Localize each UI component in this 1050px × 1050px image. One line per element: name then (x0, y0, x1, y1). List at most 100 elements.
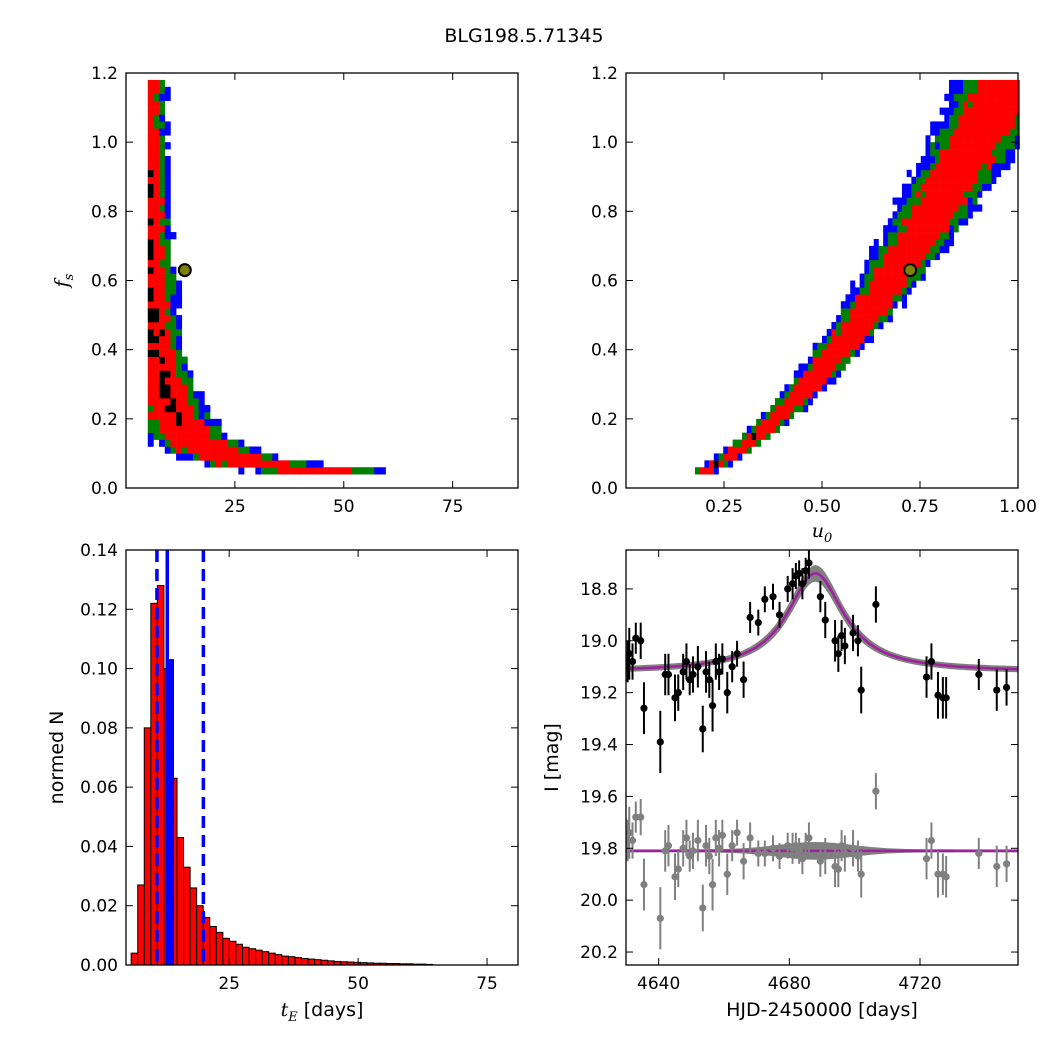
heatmap-cell (981, 86, 987, 95)
heatmap-cell (147, 135, 154, 143)
heatmap-cell (831, 370, 837, 378)
heatmap-cell (845, 315, 851, 323)
data-point (728, 842, 736, 850)
histogram-bar (320, 959, 329, 966)
heatmap-cell (934, 156, 940, 164)
heatmap-cell (892, 245, 898, 254)
heatmap-cell (1010, 128, 1016, 136)
heatmap-cell (718, 453, 724, 461)
heatmap-cell (153, 86, 160, 95)
heatmap-cell (159, 204, 166, 212)
heatmap-cell (147, 204, 154, 212)
heatmap-cell (238, 460, 245, 468)
heatmap-cell (944, 190, 950, 198)
heatmap-cell (916, 176, 922, 184)
heatmap-cell (159, 287, 166, 295)
heatmap-cell (920, 176, 926, 184)
heatmap-cell (887, 308, 893, 316)
heatmap-cell (181, 453, 188, 461)
heatmap-cell (930, 252, 936, 261)
heatmap-cell (944, 142, 950, 150)
heatmap-cell (170, 273, 177, 281)
heatmap-cell (803, 377, 809, 385)
heatmap-cell (934, 204, 940, 212)
heatmap-cell (953, 156, 959, 164)
heatmap-cell (723, 453, 729, 461)
heatmap-cell (1000, 93, 1006, 101)
heatmap-cell (836, 349, 842, 357)
heatmap-cell (901, 225, 907, 233)
heatmap-cell (930, 176, 936, 184)
heatmap-cell (934, 128, 940, 136)
heatmap-cell (953, 162, 959, 171)
heatmap-cell (153, 135, 160, 143)
heatmap-cell (869, 273, 875, 281)
heatmap-cell (878, 315, 884, 323)
heatmap-cell (850, 294, 856, 302)
heatmap-cell (878, 252, 884, 261)
heatmap-cell (977, 86, 983, 95)
heatmap-cell (972, 190, 978, 198)
heatmap-cell (981, 176, 987, 184)
heatmap-cell (147, 377, 154, 385)
heatmap-cell (1000, 86, 1006, 95)
heatmap-cell (963, 149, 969, 157)
heatmap-cell (949, 162, 955, 171)
heatmap-cell (981, 162, 987, 171)
heatmap-cell (986, 162, 992, 171)
heatmap-cell (949, 107, 955, 115)
heatmap-cell (249, 453, 256, 461)
heatmap-cell (153, 93, 160, 101)
heatmap-cell (1000, 162, 1006, 171)
heatmap-cell (147, 211, 154, 219)
heatmap-cell (986, 176, 992, 184)
heatmap-cell (153, 176, 160, 184)
heatmap-cell (153, 183, 160, 191)
heatmap-cell (958, 211, 964, 219)
heatmap-cell (831, 349, 837, 357)
histogram-bar (156, 585, 165, 966)
heatmap-cell (742, 446, 748, 454)
heatmap-cell (774, 405, 780, 413)
heatmap-cell (147, 183, 154, 191)
heatmap-cell (864, 308, 870, 316)
heatmap-cell (836, 342, 842, 350)
heatmap-cell (934, 135, 940, 143)
heatmap-cell (836, 335, 842, 344)
heatmap-cell (1000, 107, 1006, 115)
heatmap-cell (765, 411, 771, 420)
heatmap-cell (289, 467, 296, 475)
heatmap-cell (958, 183, 964, 191)
y-tick-label: 1.2 (591, 64, 618, 84)
figure-title: BLG198.5.71345 (444, 25, 603, 47)
heatmap-cell (198, 391, 205, 399)
heatmap-cell (210, 432, 217, 440)
heatmap-cell (784, 398, 790, 406)
heatmap-cell (949, 156, 955, 164)
heatmap-cell (916, 183, 922, 191)
heatmap-cell (887, 315, 893, 323)
x-tick-label: 4680 (768, 974, 811, 994)
heatmap-cell (869, 335, 875, 344)
heatmap-cell (906, 211, 912, 219)
data-point (712, 834, 720, 842)
heatmap-cell (967, 86, 973, 95)
heatmap-cell (977, 149, 983, 157)
heatmap-cell (164, 315, 171, 323)
heatmap-cell (967, 162, 973, 171)
heatmap-cell (170, 411, 177, 420)
heatmap-cell (176, 432, 183, 440)
heatmap-cell (147, 349, 154, 357)
heatmap-cell (840, 356, 846, 364)
heatmap-cell (774, 398, 780, 406)
heatmap-cell (944, 245, 950, 254)
heatmap-cell (967, 135, 973, 143)
heatmap-cell (963, 107, 969, 115)
heatmap-cell (930, 232, 936, 240)
heatmap-cell (925, 176, 931, 184)
heatmap-cell (153, 121, 160, 129)
heatmap-cell (996, 79, 1002, 88)
heatmap-cell (822, 377, 828, 385)
heatmap-cell (193, 418, 200, 427)
heatmap-cell (916, 259, 922, 267)
